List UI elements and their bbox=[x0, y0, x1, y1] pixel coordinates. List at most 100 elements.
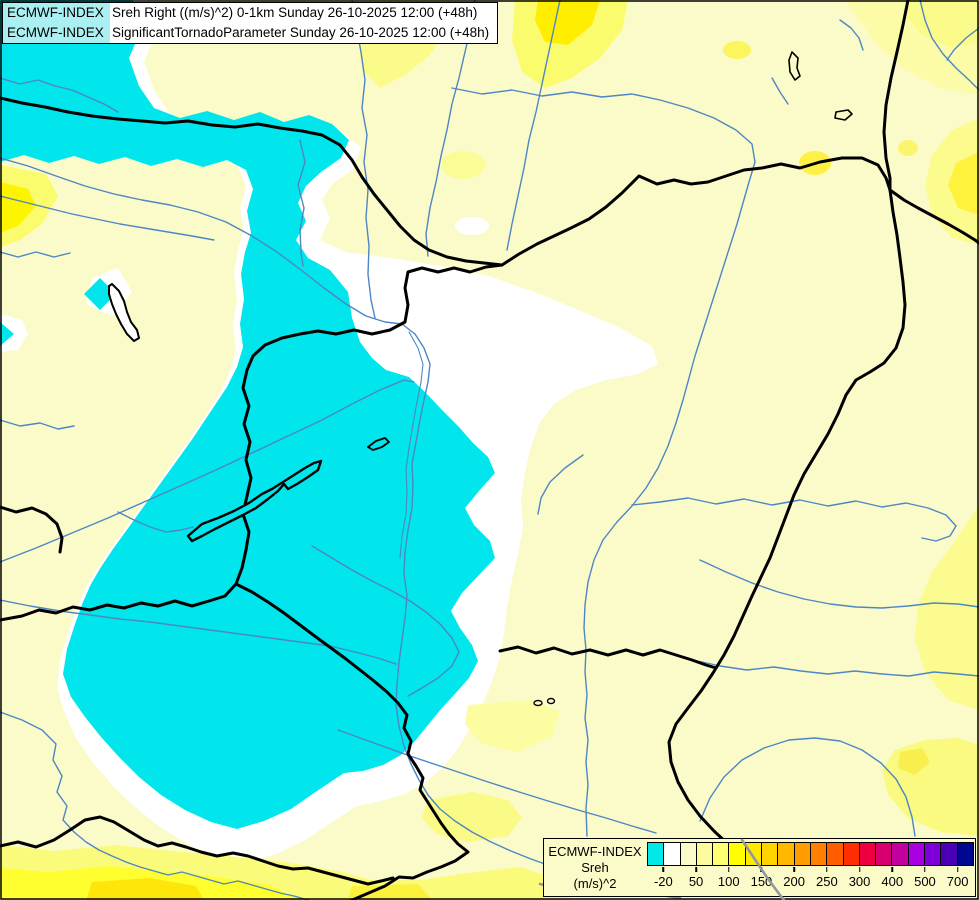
legend-tick-label: 200 bbox=[783, 874, 805, 889]
legend-tick-label: 700 bbox=[946, 874, 969, 889]
legend-cell bbox=[696, 843, 714, 865]
river bbox=[537, 454, 584, 515]
legend-cell bbox=[843, 843, 860, 865]
river bbox=[117, 511, 194, 533]
legend-cell bbox=[648, 843, 665, 865]
tick-mark bbox=[956, 867, 959, 872]
legend-cell bbox=[810, 843, 828, 865]
river bbox=[297, 139, 306, 267]
legend-title: ECMWF-INDEX Sreh (m/s)^2 bbox=[544, 839, 646, 896]
country-border bbox=[0, 96, 504, 267]
lake-velence bbox=[367, 437, 390, 451]
tick-mark bbox=[760, 867, 763, 872]
river bbox=[919, 0, 979, 91]
legend-cell bbox=[876, 843, 893, 865]
legend-colorbar bbox=[647, 842, 974, 866]
legend-cell bbox=[762, 843, 779, 865]
legend-cell bbox=[908, 843, 926, 865]
tick-mark bbox=[695, 867, 697, 872]
legend-tick-label: 300 bbox=[848, 874, 871, 889]
river bbox=[0, 251, 71, 258]
river bbox=[946, 27, 979, 61]
title-box: ECMWF-INDEX Sreh Right ((m/s)^2) 0-1km S… bbox=[2, 2, 499, 44]
river bbox=[0, 599, 397, 665]
legend-cell bbox=[957, 843, 973, 865]
river bbox=[506, 0, 561, 251]
tick-mark bbox=[858, 867, 861, 872]
country-border bbox=[882, 0, 910, 192]
legend-cell bbox=[713, 843, 730, 865]
river bbox=[699, 559, 979, 609]
model-name-badge: ECMWF-INDEX bbox=[3, 23, 110, 43]
legend-tick-label: 100 bbox=[717, 874, 740, 889]
river bbox=[839, 19, 864, 51]
country-border bbox=[0, 815, 395, 886]
river bbox=[771, 77, 789, 105]
river bbox=[399, 331, 424, 559]
country-border bbox=[500, 156, 892, 267]
cyan-region-small bbox=[0, 322, 14, 346]
river bbox=[351, 0, 376, 319]
country-border bbox=[0, 263, 504, 622]
legend-cell bbox=[745, 843, 763, 865]
country-border bbox=[498, 645, 718, 670]
tick-mark bbox=[662, 867, 665, 872]
legend-title-parameter: Sreh bbox=[581, 859, 609, 875]
river bbox=[337, 729, 657, 834]
river bbox=[0, 77, 119, 113]
legend-tick-label: 400 bbox=[881, 874, 904, 889]
small-lake bbox=[834, 109, 853, 121]
title-text: SignificantTornadoParameter Sunday 26-10… bbox=[110, 23, 498, 43]
legend-tick-label: 150 bbox=[750, 874, 773, 889]
white-spot bbox=[0, 314, 28, 352]
river bbox=[692, 659, 979, 677]
small-lake bbox=[546, 697, 556, 705]
legend-cell bbox=[941, 843, 958, 865]
country-border bbox=[0, 505, 64, 554]
model-name-badge: ECMWF-INDEX bbox=[3, 3, 110, 23]
legend-cell bbox=[794, 843, 811, 865]
legend-cell bbox=[729, 843, 746, 865]
river bbox=[0, 379, 415, 563]
legend-title-units: (m/s)^2 bbox=[573, 875, 617, 891]
river bbox=[631, 497, 957, 542]
country-border bbox=[667, 188, 907, 856]
title-line-1: ECMWF-INDEX Sreh Right ((m/s)^2) 0-1km S… bbox=[3, 3, 497, 23]
lake-balaton bbox=[186, 459, 323, 543]
country-border bbox=[888, 188, 979, 245]
river bbox=[0, 195, 215, 241]
river bbox=[699, 737, 916, 837]
river bbox=[451, 87, 756, 837]
tick-mark bbox=[728, 867, 730, 872]
legend-cell bbox=[827, 843, 844, 865]
legend-tick-label: 250 bbox=[815, 874, 838, 889]
title-line-2: ECMWF-INDEX SignificantTornadoParameter … bbox=[3, 23, 498, 43]
title-text: Sreh Right ((m/s)^2) 0-1km Sunday 26-10-… bbox=[110, 3, 486, 23]
legend-cell bbox=[778, 843, 795, 865]
tick-mark bbox=[924, 867, 926, 872]
river bbox=[311, 545, 460, 697]
river bbox=[0, 711, 309, 900]
legend-cell bbox=[892, 843, 909, 865]
legend-tick-label: 50 bbox=[688, 874, 704, 889]
lake-neusiedl bbox=[108, 283, 140, 342]
legend-cell bbox=[925, 843, 942, 865]
legend-cell bbox=[680, 843, 697, 865]
tick-mark bbox=[793, 867, 795, 872]
river bbox=[0, 419, 75, 430]
legend-box: ECMWF-INDEX Sreh (m/s)^2 bbox=[543, 838, 976, 897]
legend-tick-label: 500 bbox=[914, 874, 936, 889]
legend-tick-scale: -20 50 100 150 200 250 300 400 500 700 bbox=[647, 866, 974, 896]
white-spot bbox=[455, 217, 489, 235]
small-lake bbox=[788, 51, 801, 81]
legend-cell bbox=[664, 843, 681, 865]
country-border bbox=[234, 582, 470, 900]
legend-cell bbox=[859, 843, 877, 865]
tick-mark bbox=[891, 867, 893, 872]
legend-title-model: ECMWF-INDEX bbox=[548, 843, 642, 859]
small-lake bbox=[533, 699, 543, 707]
